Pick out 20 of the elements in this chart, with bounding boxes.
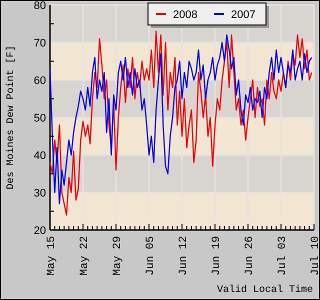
y-axis-title: Des Moines Dew Point [F]: [5, 45, 17, 190]
y-tick-label: 50: [34, 112, 46, 124]
x-tick-label: Jul 03: [277, 236, 289, 276]
x-axis-title: Valid Local Time: [216, 284, 313, 296]
y-tick-label: 60: [34, 75, 46, 87]
y-tick-label: 80: [34, 0, 46, 12]
x-tick-label: May 22: [79, 236, 91, 276]
x-tick-label: May 15: [46, 236, 58, 276]
x-tick-label: Jul 10: [310, 236, 320, 276]
y-tick-label: 30: [34, 188, 46, 200]
x-tick-label: Jun 05: [145, 236, 157, 276]
x-tick-label: May 29: [112, 236, 124, 276]
y-tick-label: 20: [34, 225, 46, 237]
y-tick-label: 40: [34, 150, 46, 162]
legend-label: 2008: [173, 9, 198, 21]
y-tick-label: 70: [34, 38, 46, 50]
legend-label: 2007: [231, 9, 256, 21]
x-tick-label: Jun 12: [178, 236, 190, 276]
x-tick-label: Jun 26: [244, 236, 256, 276]
x-tick-label: Jun 19: [211, 236, 223, 276]
